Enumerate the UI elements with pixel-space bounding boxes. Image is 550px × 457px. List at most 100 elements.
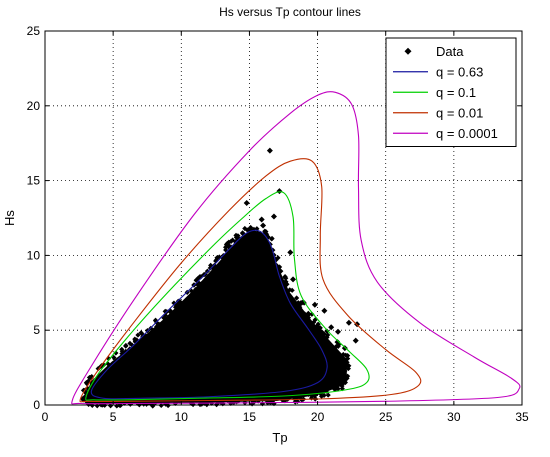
data-point [114, 403, 120, 409]
data-point [94, 403, 100, 409]
data-point [162, 308, 168, 314]
data-point [309, 393, 315, 399]
legend: Data q = 0.63 q = 0.1 q = 0.01 q = 0.0001 [385, 37, 517, 147]
data-point [123, 343, 129, 349]
data-point [188, 288, 195, 294]
y-tick-label: 5 [33, 323, 40, 337]
data-point-outlier [330, 355, 337, 362]
x-axis-label: Tp [272, 430, 287, 445]
y-tick-label: 20 [27, 99, 41, 113]
chart-title: Hs versus Tp contour lines [219, 5, 361, 19]
data-point [84, 385, 91, 391]
y-tick-label: 15 [27, 174, 41, 188]
data-point [345, 373, 351, 379]
data-point [314, 323, 320, 329]
data-point [344, 359, 350, 365]
data-point-outlier [335, 328, 342, 335]
contour-lines [71, 91, 521, 405]
data-point [271, 259, 277, 266]
data-point [146, 399, 152, 405]
data-point [113, 350, 119, 356]
data-point [226, 239, 232, 245]
data-point [161, 315, 167, 321]
data-point [195, 275, 201, 281]
data-point [259, 401, 266, 407]
data-point [107, 403, 114, 409]
data-point-outlier [243, 200, 250, 207]
x-tick-label: 30 [447, 410, 461, 424]
data-point-outlier [345, 319, 352, 326]
data-point [251, 399, 257, 405]
data-layer [71, 91, 521, 409]
legend-label-4: q = 0.0001 [436, 126, 498, 141]
data-point [105, 355, 112, 362]
data-point-outlier [270, 213, 277, 220]
data-point-outlier [260, 222, 267, 229]
y-tick-label: 0 [33, 398, 40, 412]
data-point [282, 274, 288, 281]
data-point [275, 266, 281, 272]
legend-label-2: q = 0.1 [436, 85, 476, 100]
data-point [284, 288, 290, 294]
data-point [343, 352, 349, 358]
data-point [262, 228, 268, 234]
data-point [81, 394, 88, 400]
data-point [197, 274, 203, 280]
data-point [269, 236, 275, 242]
data-point [167, 309, 173, 315]
data-point [129, 342, 135, 348]
data-point [239, 230, 246, 236]
data-point [83, 380, 90, 386]
data-point [346, 363, 352, 369]
data-point-outlier [328, 324, 335, 331]
data-point [325, 392, 331, 398]
data-point [172, 304, 179, 310]
data-point [87, 374, 93, 381]
data-point [302, 311, 308, 317]
data-point [195, 282, 201, 288]
data-point [271, 401, 277, 407]
data-point [210, 266, 216, 272]
data-point [297, 304, 303, 310]
legend-label-1: q = 0.63 [436, 64, 483, 79]
data-point [315, 328, 322, 334]
x-tick-label: 0 [42, 410, 49, 424]
data-point [143, 401, 150, 407]
data-point [276, 264, 283, 270]
data-point [132, 338, 138, 344]
x-tick-label: 10 [175, 410, 189, 424]
data-point-outlier [287, 249, 294, 256]
contour-line-1 [90, 229, 328, 400]
data-point-outlier [290, 276, 297, 283]
data-point [305, 315, 312, 321]
plot-frame [44, 30, 523, 406]
data-point [152, 400, 158, 406]
data-point [325, 332, 331, 338]
data-point [254, 230, 261, 236]
x-tick-label: 15 [243, 410, 257, 424]
data-point [334, 385, 340, 391]
y-tick-label: 25 [27, 24, 41, 38]
data-point [287, 287, 293, 293]
data-point [345, 355, 351, 362]
contour-line-3 [79, 158, 422, 403]
contour-line-4 [71, 91, 521, 405]
data-point [208, 262, 214, 268]
data-point [301, 299, 307, 305]
data-point-outlier [311, 301, 318, 308]
x-tick-label: 20 [311, 410, 325, 424]
data-point-outlier [321, 307, 328, 314]
data-point [323, 388, 329, 394]
data-point [264, 238, 270, 245]
data-point [162, 312, 168, 318]
data-point [342, 363, 349, 369]
data-point [235, 398, 241, 405]
data-point [95, 365, 101, 372]
y-tick-label: 10 [27, 248, 41, 262]
data-point [193, 286, 199, 293]
data-point-outlier [341, 345, 348, 352]
data-point [345, 365, 351, 372]
data-point [214, 255, 220, 261]
data-point [312, 392, 318, 399]
